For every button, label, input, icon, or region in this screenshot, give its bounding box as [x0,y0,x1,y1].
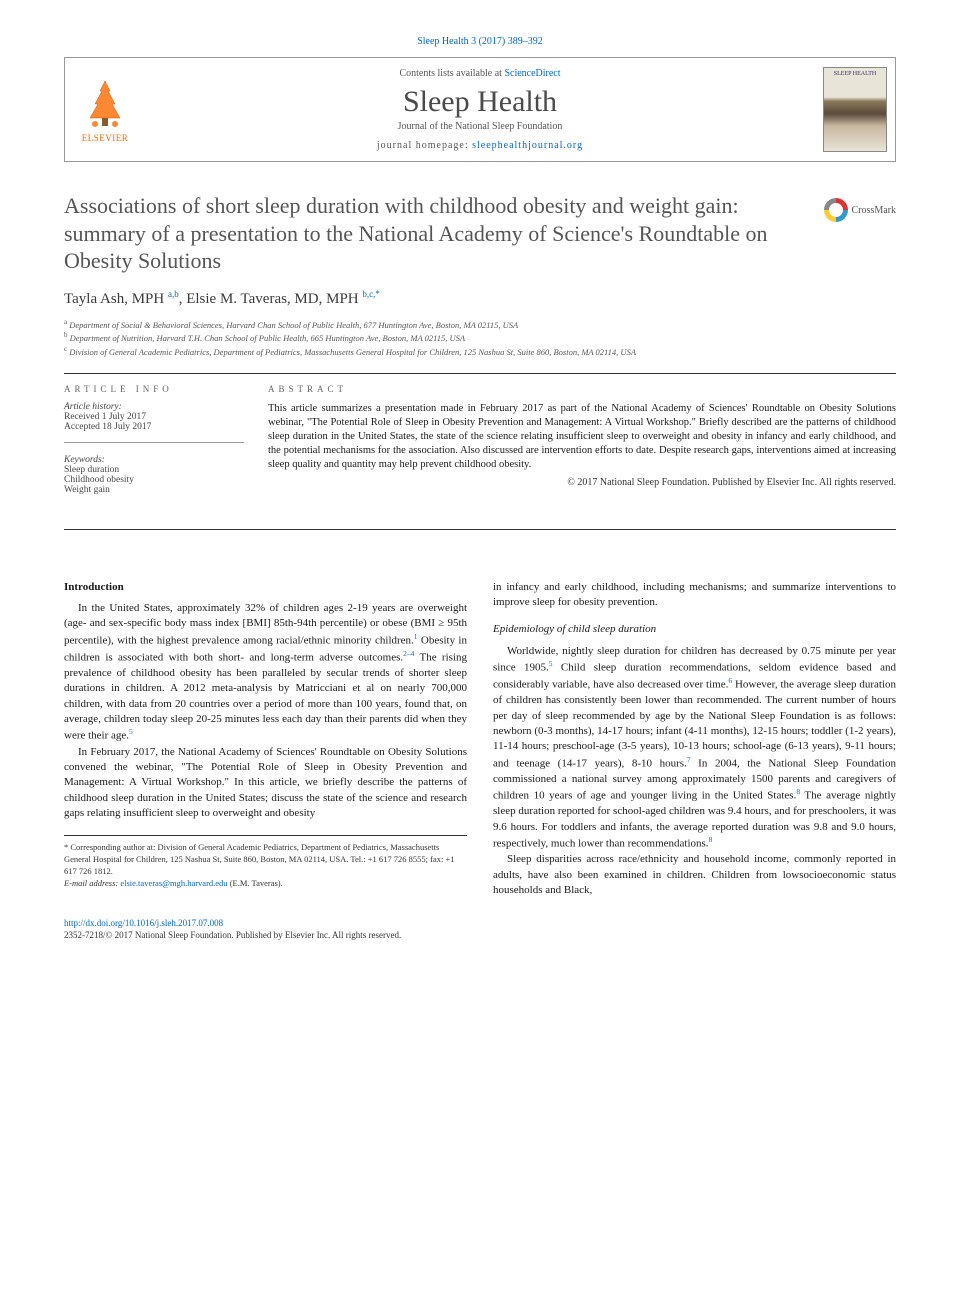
publisher-logo-block: ELSEVIER [65,58,145,161]
crossmark-label: CrossMark [852,205,896,216]
affiliation-line: c Division of General Academic Pediatric… [64,345,896,359]
email-label: E-mail address: [64,878,120,888]
abstract-heading: ABSTRACT [268,384,896,394]
crossmark-icon [824,198,848,222]
epidemiology-subheading: Epidemiology of child sleep duration [493,622,896,637]
title-row: Associations of short sleep duration wit… [64,192,896,275]
introduction-heading: Introduction [64,580,467,595]
accepted-date: Accepted 18 July 2017 [64,422,244,432]
body-paragraph: In the United States, approximately 32% … [64,601,467,744]
sciencedirect-link[interactable]: ScienceDirect [504,68,560,79]
history-label: Article history: [64,402,244,412]
affiliation-line: b Department of Nutrition, Harvard T.H. … [64,331,896,345]
affiliation-line: a Department of Social & Behavioral Scie… [64,318,896,332]
body-paragraph: Sleep disparities across race/ethnicity … [493,852,896,898]
article-info-heading: ARTICLE INFO [64,384,244,394]
homepage-link[interactable]: sleephealthjournal.org [472,140,583,151]
journal-title: Sleep Health [145,85,815,119]
body-paragraph: Worldwide, nightly sleep duration for ch… [493,644,896,852]
received-date: Received 1 July 2017 [64,412,244,422]
article-history: Article history: Received 1 July 2017 Ac… [64,402,244,443]
keywords-label: Keywords: [64,455,244,465]
authors-line: Tayla Ash, MPH a,b, Elsie M. Taveras, MD… [64,289,896,308]
corresponding-email-line: E-mail address: elsie.taveras@mgh.harvar… [64,878,467,890]
article-body: Introduction In the United States, appro… [64,580,896,899]
article-title: Associations of short sleep duration wit… [64,192,824,275]
header-center: Contents lists available at ScienceDirec… [145,58,815,161]
citation-line: Sleep Health 3 (2017) 389–392 [64,36,896,47]
abstract-copyright: © 2017 National Sleep Foundation. Publis… [268,477,896,488]
contents-prefix: Contents lists available at [399,68,504,79]
body-paragraph-continuation: in infancy and early childhood, includin… [493,580,896,611]
info-abstract-row: ARTICLE INFO Article history: Received 1… [64,373,896,530]
doi-link[interactable]: http://dx.doi.org/10.1016/j.sleh.2017.07… [64,918,223,928]
corresponding-email-link[interactable]: elsie.taveras@mgh.harvard.edu [120,878,227,888]
homepage-line: journal homepage: sleephealthjournal.org [145,140,815,151]
doi-line: http://dx.doi.org/10.1016/j.sleh.2017.07… [64,918,896,928]
keyword-item: Sleep duration [64,465,244,475]
abstract-column: ABSTRACT This article summarizes a prese… [268,384,896,517]
elsevier-tree-icon [80,76,130,131]
corresponding-text: * Corresponding author at: Division of G… [64,842,467,878]
body-paragraph: In February 2017, the National Academy o… [64,745,467,822]
keywords-block: Keywords: Sleep durationChildhood obesit… [64,455,244,505]
abstract-text: This article summarizes a presentation m… [268,402,896,473]
page-footer: http://dx.doi.org/10.1016/j.sleh.2017.07… [64,918,896,940]
journal-cover-thumb: SLEEP HEALTH [823,67,887,152]
journal-subtitle: Journal of the National Sleep Foundation [145,121,815,132]
cover-thumbnail-block: SLEEP HEALTH [815,58,895,161]
article-info: ARTICLE INFO Article history: Received 1… [64,384,244,517]
corresponding-author-note: * Corresponding author at: Division of G… [64,835,467,890]
cover-title-text: SLEEP HEALTH [824,68,886,77]
keyword-item: Childhood obesity [64,475,244,485]
issn-copyright-line: 2352-7218/© 2017 National Sleep Foundati… [64,930,896,940]
email-suffix: (E.M. Taveras). [228,878,283,888]
contents-available-line: Contents lists available at ScienceDirec… [145,68,815,79]
elsevier-label: ELSEVIER [82,133,129,143]
affiliations: a Department of Social & Behavioral Scie… [64,318,896,359]
keyword-item: Weight gain [64,485,244,495]
homepage-prefix: journal homepage: [377,140,472,151]
crossmark-badge[interactable]: CrossMark [824,198,896,222]
journal-header: ELSEVIER Contents lists available at Sci… [64,57,896,162]
